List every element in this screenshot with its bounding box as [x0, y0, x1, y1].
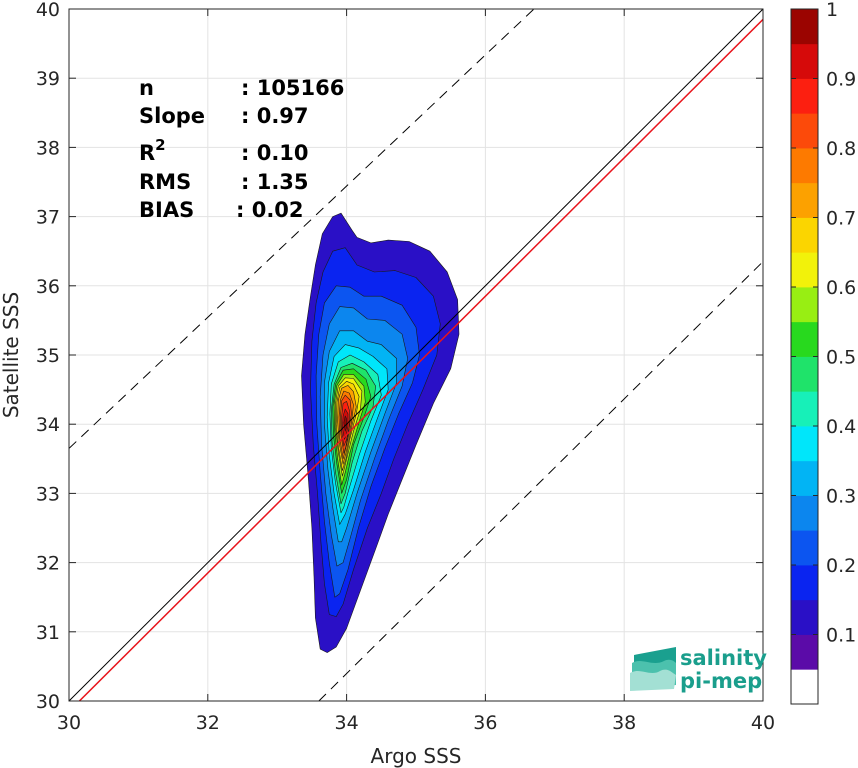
colorbar-segment-0 — [791, 669, 818, 705]
colorbar-segment-17 — [791, 78, 818, 114]
y-tick-label-9: 39 — [36, 68, 60, 90]
stat-label-1: Slope — [139, 104, 205, 128]
colorbar-tick-label-3: 0.4 — [826, 416, 856, 438]
colorbar-segment-18 — [791, 43, 818, 79]
colorbar-segment-5 — [791, 495, 818, 531]
stat-label-0: n — [139, 76, 154, 100]
x-tick-label-1: 32 — [196, 712, 220, 734]
colorbar-tick-label-6: 0.7 — [826, 208, 856, 230]
x-axis-title: Argo SSS — [371, 744, 462, 768]
y-tick-label-7: 37 — [36, 207, 60, 229]
x-tick-label-2: 34 — [335, 712, 359, 734]
lower-bound-line — [318, 261, 763, 701]
reference-lines — [69, 9, 763, 701]
stat-value-3: : 1.35 — [241, 170, 309, 194]
colorbar-segment-2 — [791, 599, 818, 635]
y-tick-label-8: 38 — [36, 137, 60, 159]
colorbar-segment-6 — [791, 460, 818, 496]
colorbar-tick-label-4: 0.5 — [826, 347, 856, 369]
colorbar-segment-15 — [791, 148, 818, 184]
colorbar-segment-7 — [791, 426, 818, 462]
colorbar-segment-11 — [791, 287, 818, 323]
upper-bound-line — [69, 9, 535, 449]
colorbar-tick-label-0: 0.1 — [826, 625, 856, 647]
y-tick-label-4: 34 — [36, 414, 60, 436]
colorbar-segment-9 — [791, 356, 818, 392]
colorbar-tick-label-2: 0.3 — [826, 486, 856, 508]
y-tick-label-2: 32 — [36, 553, 60, 575]
colorbar-segment-19 — [791, 9, 818, 45]
colorbar-tick-label-5: 0.6 — [826, 277, 856, 299]
stat-value-2: : 0.10 — [241, 141, 309, 165]
stat-value-4: : 0.02 — [236, 198, 304, 222]
colorbar-segment-8 — [791, 391, 818, 427]
stat-label-4: BIAS — [139, 198, 194, 222]
x-tick-label-5: 40 — [751, 712, 775, 734]
logo-wave-light-icon — [630, 669, 676, 691]
contour-level-17 — [343, 415, 347, 432]
logo-line2: pi-mep — [680, 669, 762, 693]
salinity-pi-mep-logo: salinity pi-mep — [630, 646, 767, 693]
x-tick-label-0: 30 — [57, 712, 81, 734]
colorbar-tick-label-7: 0.8 — [826, 138, 856, 160]
y-axis-ticks: 30 31 32 33 34 35 36 37 38 39 40 — [36, 0, 763, 713]
colorbar-tick-label-8: 0.9 — [826, 69, 856, 91]
stat-value-0: : 105166 — [241, 76, 344, 100]
colorbar: 0.1 0.2 0.3 0.4 0.5 0.6 0.7 0.8 0.9 1 — [790, 0, 856, 705]
density-contours — [301, 212, 460, 653]
colorbar-segment-16 — [791, 113, 818, 149]
stat-label-superscript: 2 — [155, 136, 165, 154]
colorbar-segment-10 — [791, 321, 818, 357]
colorbar-segment-1 — [791, 634, 818, 670]
colorbar-segment-12 — [791, 252, 818, 288]
stat-value-1: : 0.97 — [241, 104, 309, 128]
identity-line — [69, 9, 763, 701]
y-tick-label-3: 33 — [36, 483, 60, 505]
y-tick-label-5: 35 — [36, 345, 60, 367]
y-tick-label-10: 40 — [36, 0, 60, 21]
x-axis-ticks: 30 32 34 36 38 40 — [57, 9, 775, 734]
y-tick-label-1: 31 — [36, 622, 60, 644]
logo-line1: salinity — [680, 646, 767, 670]
x-tick-label-4: 38 — [612, 712, 636, 734]
colorbar-segment-3 — [791, 565, 818, 601]
stat-label-3: RMS — [139, 170, 191, 194]
y-tick-label-0: 30 — [36, 691, 60, 713]
colorbar-segment-13 — [791, 217, 818, 253]
colorbar-segment-4 — [791, 530, 818, 566]
x-tick-label-3: 36 — [473, 712, 497, 734]
colorbar-segment-14 — [791, 182, 818, 218]
regression-line — [78, 18, 763, 701]
y-axis-title: Satellite SSS — [0, 292, 23, 418]
colorbar-tick-label-1: 0.2 — [826, 555, 856, 577]
colorbar-tick-label-9: 1 — [826, 0, 838, 21]
y-tick-label-6: 36 — [36, 276, 60, 298]
